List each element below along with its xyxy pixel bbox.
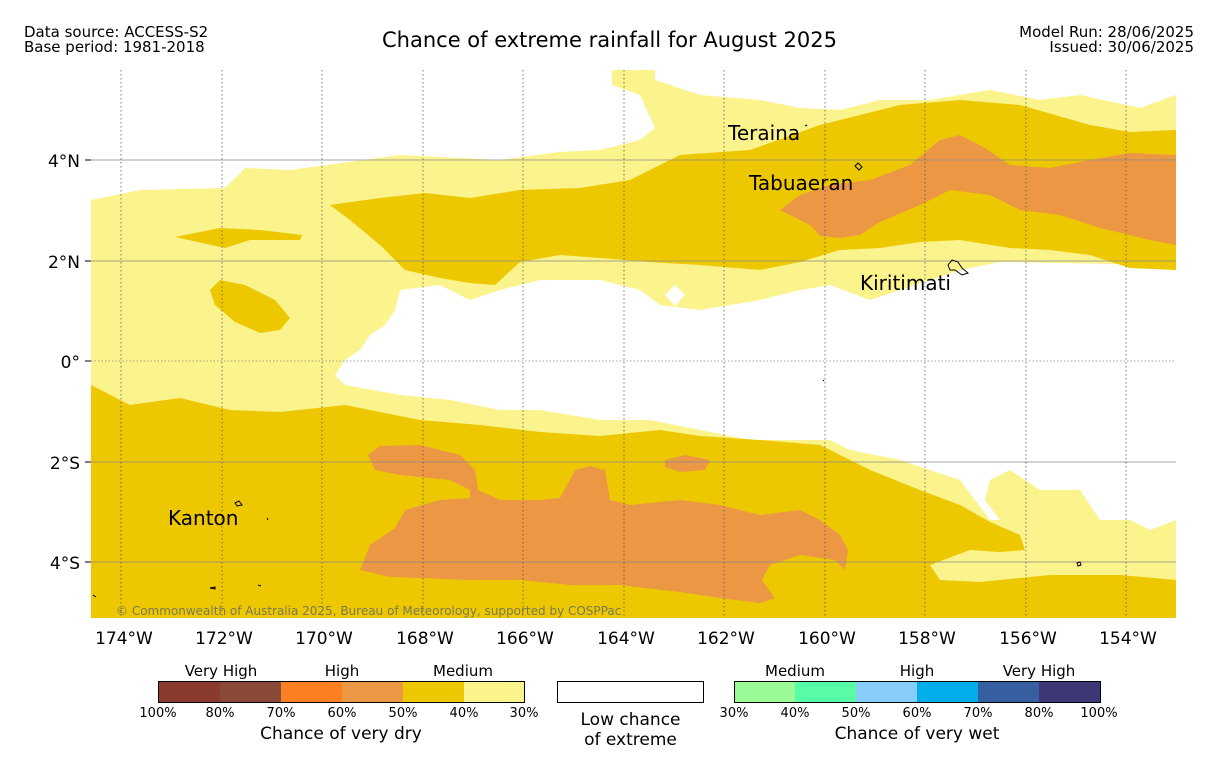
dry-40-50-region-west-strip [175,228,302,248]
legend-wet-high-label: High [899,662,935,680]
legend-wet-tick: 50% [841,706,871,721]
legend-wet-tick: 40% [780,706,810,721]
longitude-axis: 174°W 172°W 170°W 168°W 166°W 164°W 162°… [95,629,1157,649]
islet-outline-5 [266,517,269,521]
legend-dry-swatch-30-40 [464,681,525,703]
islet-outline-6 [257,584,262,587]
legend-wet-tick: 70% [963,706,993,721]
lon-label-166w: 166°W [496,629,554,649]
place-label-kanton: Kanton [168,506,238,530]
lon-label-158w: 158°W [898,629,956,649]
legend-low-chance-swatch [557,681,704,703]
lon-label-174w: 174°W [95,629,153,649]
low-chance-region-top-left [91,70,655,200]
model-run-text: Model Run: 28/06/2025 [1019,23,1194,41]
dry-40-50-region-south [91,385,1176,618]
legend-wet-swatch-50-60 [856,681,917,703]
legend-wet-medium-label: Medium [765,662,825,680]
dry-40-50-region-west-blob [210,280,290,333]
lat-label-4s: 4°S [50,554,80,574]
legend-dry-swatch-60-70 [281,681,342,703]
legend-wet-swatch-70-80 [978,681,1039,703]
tabuaeran-island-outline [854,162,863,171]
dry-50-60-region-south-small [665,455,710,472]
legend-dry-tick: 40% [449,706,479,721]
place-label-tabuaeran: Tabuaeran [748,171,853,195]
legend-wet-swatch-60-70 [917,681,978,703]
legend-dry-caption: Chance of very dry [260,724,422,744]
lon-label-156w: 156°W [999,629,1057,649]
map-title: Chance of extreme rainfall for August 20… [382,28,837,52]
dry-50-60-region-south [360,445,848,603]
dry-50-60-region-north [780,135,1176,245]
legend-dry-medium-label: Medium [433,662,493,680]
base-period-text: Base period: 1981-2018 [24,38,205,56]
legend-dry-tick: 70% [266,706,296,721]
legend-dry-tick: 80% [205,706,235,721]
islet-outline-4 [822,379,825,382]
lat-label-4n: 4°N [48,152,80,172]
kiritimati-island-outline [947,259,970,276]
legend-dry-very-high-label: Very High [184,662,258,680]
issued-text: Issued: 30/06/2025 [1049,38,1194,56]
legend-dry-high-label: High [324,662,360,680]
legend-dry-tick: 60% [327,706,357,721]
lon-label-164w: 164°W [597,629,655,649]
legend-wet-caption: Chance of very wet [834,724,1000,744]
islet-outline-2 [209,586,216,590]
low-chance-region-small [665,285,685,306]
legend-wet-swatch-30-40 [734,681,795,703]
lat-label-2n: 2°N [48,253,80,273]
legend-dry-swatch-80-100 [158,681,220,703]
copyright-text: © Commonwealth of Australia 2025, Bureau… [116,604,621,618]
legend-low-chance-line2: of extreme [584,730,677,750]
place-label-teraina: Teraina [727,121,800,145]
legend-wet-tick: 100% [1080,706,1118,721]
map-plot-area: Teraina Tabuaeran Kiritimati Kanton © Co… [91,70,1176,618]
islet-outline-3 [804,124,808,127]
map-gridlines [91,70,1176,618]
legend-wet-swatch-80-100 [1039,681,1101,703]
island-outlines [92,124,1082,598]
legend-wet-tick: 80% [1024,706,1054,721]
latitude-axis: 4°N 2°N 0° 2°S 4°S [48,152,91,574]
legend-wet-tick: 30% [719,706,749,721]
lon-label-160w: 160°W [798,629,856,649]
place-label-kiritimati: Kiritimati [860,271,951,295]
islet-outline-7 [92,594,97,598]
legend-wet-tick: 60% [902,706,932,721]
legend-dry-tick: 100% [139,706,177,721]
islet-outline-1 [1076,561,1082,567]
legend-dry-tick: 50% [388,706,418,721]
legend-dry-swatch-70-80 [220,681,281,703]
lat-label-0: 0° [61,353,80,373]
kanton-island-outline [234,500,243,507]
legend-dry-tick: 30% [509,706,539,721]
data-source-text: Data source: ACCESS-S2 [24,23,209,41]
low-chance-region-top-right [655,70,1176,110]
lon-label-172w: 172°W [195,629,253,649]
lon-label-154w: 154°W [1099,629,1157,649]
legend-dry-swatch-40-50 [403,681,464,703]
legend-wet-swatch-40-50 [795,681,856,703]
legend-wet-very-high-label: Very High [1002,662,1076,680]
lon-label-168w: 168°W [396,629,454,649]
legend-dry-swatch-50-60 [342,681,403,703]
lon-label-162w: 162°W [697,629,755,649]
low-chance-region-equator [335,262,1176,530]
lon-label-170w: 170°W [295,629,353,649]
lat-label-2s: 2°S [50,454,80,474]
legend-low-chance-line1: Low chance [580,710,681,730]
